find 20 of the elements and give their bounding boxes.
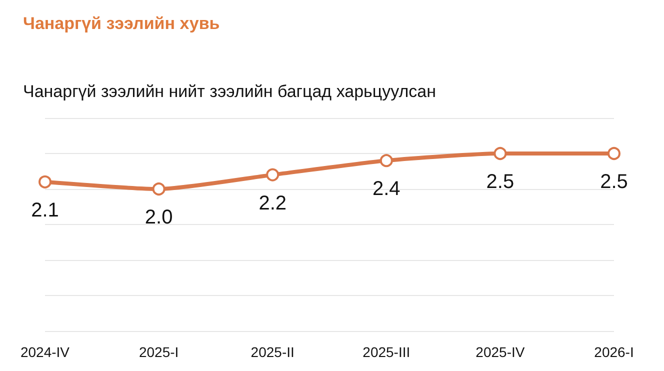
x-tick-label: 2025-II	[250, 344, 294, 360]
point	[608, 147, 620, 160]
data-label: 2.5	[486, 171, 514, 193]
x-tick-label: 2024-IV	[20, 344, 70, 360]
data-label: 2.1	[31, 199, 59, 222]
point	[38, 175, 52, 188]
x-tick-label: 2025-III	[362, 344, 410, 360]
data-label: 2.4	[372, 178, 400, 200]
chart-title: Чанаргүй зээлийн хувь	[23, 14, 220, 33]
x-tick-label: 2025-IV	[476, 344, 526, 360]
point	[494, 147, 507, 160]
chart-subtitle: Чанаргүй зээлийн нийт зээлийн багцад харьцуулсан	[23, 82, 436, 101]
point	[266, 168, 280, 182]
x-tick-label: 2026-I	[594, 344, 634, 360]
x-tick-label: 2025-I	[138, 344, 179, 360]
point	[152, 182, 166, 196]
data-label: 2.5	[600, 171, 628, 193]
point	[380, 154, 393, 168]
data-label: 2.0	[144, 206, 173, 228]
data-label: 2.2	[258, 192, 287, 214]
